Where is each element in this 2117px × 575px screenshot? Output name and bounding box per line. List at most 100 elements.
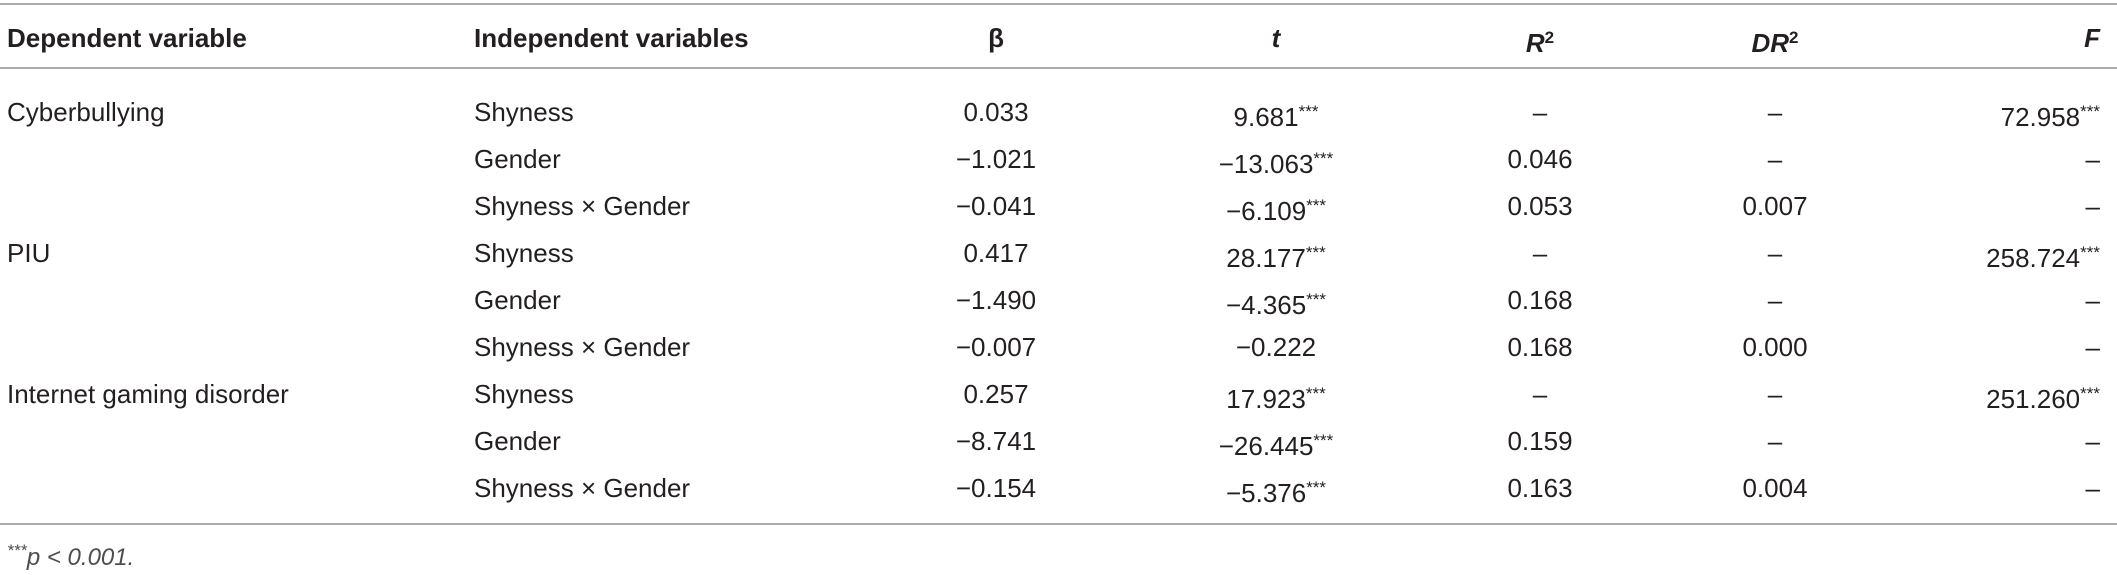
value-cell: 0.163 [1507,471,1572,505]
value-cell: 0.004 [1742,471,1807,505]
cell-value: – [2085,332,2100,362]
cell-value: 9.681 [1233,102,1299,132]
bottom-rule [0,523,2117,525]
cell-value: 0.000 [1742,332,1808,362]
value-cell: – [2086,283,2100,317]
cell-value: −0.222 [1235,332,1317,362]
cell-text: PIU [7,238,51,268]
cell-value: 0.033 [963,97,1029,127]
cell-value: 0.046 [1507,144,1573,174]
dependent-variable: PIU [7,236,50,270]
cell-text: Shyness × Gender [474,473,691,503]
value-cell: – [1768,142,1782,176]
cell-value: – [1532,238,1548,268]
cell-value: – [1767,238,1783,268]
cell-value: −0.154 [955,473,1037,503]
cell-value: – [2085,426,2100,456]
value-cell: 28.177*** [1226,236,1326,273]
value-cell: – [2086,471,2100,505]
cell-value: 0.163 [1507,473,1573,503]
cell-value: 0.159 [1507,426,1573,456]
cell-value: – [1532,379,1548,409]
header-text: R [1525,28,1545,58]
cell-text: Internet gaming disorder [7,379,289,409]
significance-stars: *** [2080,243,2100,262]
column-header: DR2 [1751,21,1798,58]
cell-value: – [2085,473,2100,503]
footnote-stars: *** [7,541,27,560]
cell-value: 0.168 [1507,285,1573,315]
cell-value: 0.417 [963,238,1029,268]
significance-stars: *** [1305,243,1326,262]
cell-text: Shyness × Gender [474,332,691,362]
cell-value: 258.724 [1986,243,2081,273]
cell-value: – [2085,191,2100,221]
cell-text: Gender [474,426,561,456]
cell-value: 0.007 [1742,191,1808,221]
value-cell: 0.257 [963,377,1028,411]
header-text: β [988,23,1004,53]
value-cell: 258.724*** [1986,236,2100,273]
value-cell: – [1768,424,1782,458]
cell-value: 28.177 [1226,243,1306,273]
value-cell: 0.007 [1742,189,1807,223]
significance-stars: *** [1313,149,1334,168]
value-cell: – [2086,189,2100,223]
significance-stars: *** [1313,431,1334,450]
cell-value: 0.053 [1507,191,1573,221]
value-cell: 0.417 [963,236,1028,270]
header-superscript: 2 [1544,28,1555,47]
value-cell: −6.109*** [1225,189,1327,226]
cell-value: – [1767,426,1783,456]
cell-value: 251.260 [1986,384,2081,414]
cell-value: −26.445 [1218,431,1314,461]
cell-value: – [1532,97,1548,127]
column-header: R2 [1525,21,1555,58]
value-cell: – [1768,283,1782,317]
value-cell: 9.681*** [1233,95,1319,132]
cell-value: −13.063 [1218,149,1314,179]
value-cell: – [2086,424,2100,458]
independent-variable: Shyness [474,236,574,270]
value-cell: −8.741 [956,424,1036,458]
value-cell: −1.021 [956,142,1036,176]
value-cell: 0.053 [1507,189,1572,223]
value-cell: −0.222 [1236,330,1316,364]
header-text: DR [1751,28,1790,58]
header-rule [0,67,2117,69]
value-cell: 72.958*** [2001,95,2100,132]
cell-text: Shyness [474,238,574,268]
top-rule [0,3,2117,5]
independent-variable: Shyness × Gender [474,189,690,223]
value-cell: −4.365*** [1226,283,1327,320]
significance-stars: *** [1298,102,1319,121]
significance-stars: *** [2080,102,2100,121]
value-cell: −26.445*** [1218,424,1334,461]
value-cell: −0.154 [956,471,1036,505]
cell-text: Cyberbullying [7,97,165,127]
significance-stars: *** [1306,290,1327,309]
value-cell: – [1768,95,1782,129]
independent-variable: Shyness × Gender [474,471,690,505]
cell-value: – [1767,144,1783,174]
cell-text: Shyness [474,379,574,409]
value-cell: 251.260*** [1986,377,2100,414]
value-cell: 0.033 [963,95,1028,129]
independent-variable: Shyness [474,377,574,411]
value-cell: – [1533,95,1547,129]
value-cell: −0.041 [956,189,1036,223]
value-cell: 0.168 [1507,283,1572,317]
cell-text: Gender [474,144,561,174]
dependent-variable: Internet gaming disorder [7,377,289,411]
cell-text: Shyness × Gender [474,191,691,221]
cell-value: 0.168 [1507,332,1573,362]
significance-stars: *** [1306,196,1327,215]
column-header: Dependent variable [7,21,247,55]
significance-stars: *** [2080,384,2100,403]
independent-variable: Gender [474,142,561,176]
cell-value: −6.109 [1225,196,1307,226]
header-text: Independent variables [474,23,749,53]
column-header: Independent variables [474,21,749,55]
header-text: t [1271,23,1281,53]
value-cell: −0.007 [956,330,1036,364]
